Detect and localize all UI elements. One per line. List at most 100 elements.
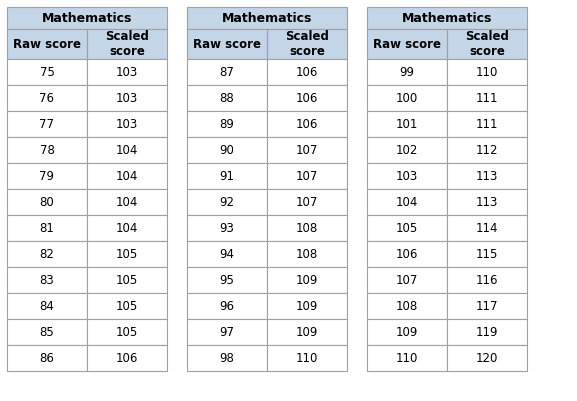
Text: 94: 94 bbox=[219, 247, 234, 261]
Bar bbox=[447, 111, 527, 137]
Bar bbox=[447, 59, 527, 85]
Bar bbox=[7, 241, 87, 267]
Text: 107: 107 bbox=[396, 273, 418, 286]
Bar bbox=[7, 111, 87, 137]
Text: 107: 107 bbox=[296, 144, 318, 156]
Bar bbox=[7, 85, 87, 111]
Bar bbox=[367, 189, 447, 215]
Bar bbox=[187, 319, 267, 345]
Text: 107: 107 bbox=[296, 196, 318, 209]
Bar bbox=[7, 267, 87, 293]
Text: 88: 88 bbox=[220, 91, 234, 105]
Text: 111: 111 bbox=[476, 117, 499, 130]
Text: 105: 105 bbox=[116, 326, 138, 338]
Text: 78: 78 bbox=[40, 144, 54, 156]
Text: 95: 95 bbox=[220, 273, 234, 286]
Text: 76: 76 bbox=[39, 91, 54, 105]
Bar bbox=[7, 319, 87, 345]
Bar bbox=[7, 137, 87, 163]
Text: 87: 87 bbox=[220, 65, 234, 79]
Bar bbox=[367, 319, 447, 345]
Text: 85: 85 bbox=[40, 326, 54, 338]
Text: 89: 89 bbox=[220, 117, 234, 130]
Bar bbox=[87, 319, 167, 345]
Bar bbox=[367, 267, 447, 293]
Text: 104: 104 bbox=[116, 170, 138, 182]
Text: Scaled
score: Scaled score bbox=[285, 30, 329, 58]
Text: 110: 110 bbox=[396, 352, 418, 365]
Text: 103: 103 bbox=[116, 91, 138, 105]
Text: 90: 90 bbox=[220, 144, 234, 156]
Bar bbox=[267, 29, 347, 59]
Bar bbox=[87, 215, 167, 241]
Text: 104: 104 bbox=[116, 144, 138, 156]
Text: 108: 108 bbox=[296, 221, 318, 235]
Text: 112: 112 bbox=[476, 144, 499, 156]
Text: 79: 79 bbox=[39, 170, 54, 182]
Text: Mathematics: Mathematics bbox=[402, 12, 492, 24]
Text: 100: 100 bbox=[396, 91, 418, 105]
Bar bbox=[367, 137, 447, 163]
Bar bbox=[187, 345, 267, 371]
Bar bbox=[367, 111, 447, 137]
Text: 104: 104 bbox=[116, 196, 138, 209]
Bar bbox=[267, 293, 347, 319]
Text: 86: 86 bbox=[40, 352, 54, 365]
Bar bbox=[187, 59, 267, 85]
Text: 93: 93 bbox=[220, 221, 234, 235]
Text: 99: 99 bbox=[399, 65, 414, 79]
Text: 116: 116 bbox=[476, 273, 499, 286]
Bar bbox=[7, 215, 87, 241]
Bar bbox=[7, 345, 87, 371]
Text: 82: 82 bbox=[40, 247, 54, 261]
Text: Scaled
score: Scaled score bbox=[105, 30, 149, 58]
Bar bbox=[267, 345, 347, 371]
Bar bbox=[447, 189, 527, 215]
Text: 83: 83 bbox=[40, 273, 54, 286]
Bar bbox=[187, 267, 267, 293]
Text: 97: 97 bbox=[219, 326, 234, 338]
Text: Raw score: Raw score bbox=[373, 38, 441, 51]
Text: 108: 108 bbox=[296, 247, 318, 261]
Bar bbox=[87, 85, 167, 111]
Text: 109: 109 bbox=[396, 326, 418, 338]
Bar bbox=[267, 189, 347, 215]
Bar bbox=[87, 189, 167, 215]
Text: 109: 109 bbox=[296, 273, 318, 286]
Bar bbox=[367, 7, 527, 29]
Text: 104: 104 bbox=[116, 221, 138, 235]
Text: 114: 114 bbox=[476, 221, 499, 235]
Text: Mathematics: Mathematics bbox=[42, 12, 132, 24]
Text: 105: 105 bbox=[396, 221, 418, 235]
Text: 108: 108 bbox=[396, 300, 418, 312]
Bar bbox=[87, 163, 167, 189]
Text: 106: 106 bbox=[116, 352, 138, 365]
Text: 120: 120 bbox=[476, 352, 498, 365]
Text: 105: 105 bbox=[116, 273, 138, 286]
Bar bbox=[187, 85, 267, 111]
Bar bbox=[447, 293, 527, 319]
Bar bbox=[267, 215, 347, 241]
Text: 119: 119 bbox=[476, 326, 499, 338]
Bar bbox=[267, 163, 347, 189]
Bar bbox=[367, 345, 447, 371]
Text: 91: 91 bbox=[219, 170, 234, 182]
Text: Raw score: Raw score bbox=[13, 38, 81, 51]
Text: 110: 110 bbox=[476, 65, 498, 79]
Bar bbox=[447, 85, 527, 111]
Text: 111: 111 bbox=[476, 91, 499, 105]
Bar bbox=[447, 137, 527, 163]
Bar bbox=[87, 59, 167, 85]
Text: 106: 106 bbox=[296, 91, 318, 105]
Bar bbox=[87, 29, 167, 59]
Bar bbox=[7, 59, 87, 85]
Text: 101: 101 bbox=[396, 117, 418, 130]
Bar bbox=[7, 189, 87, 215]
Text: Mathematics: Mathematics bbox=[222, 12, 312, 24]
Bar bbox=[447, 163, 527, 189]
Text: 80: 80 bbox=[40, 196, 54, 209]
Text: 113: 113 bbox=[476, 196, 498, 209]
Text: 92: 92 bbox=[219, 196, 234, 209]
Bar bbox=[7, 293, 87, 319]
Bar bbox=[367, 163, 447, 189]
